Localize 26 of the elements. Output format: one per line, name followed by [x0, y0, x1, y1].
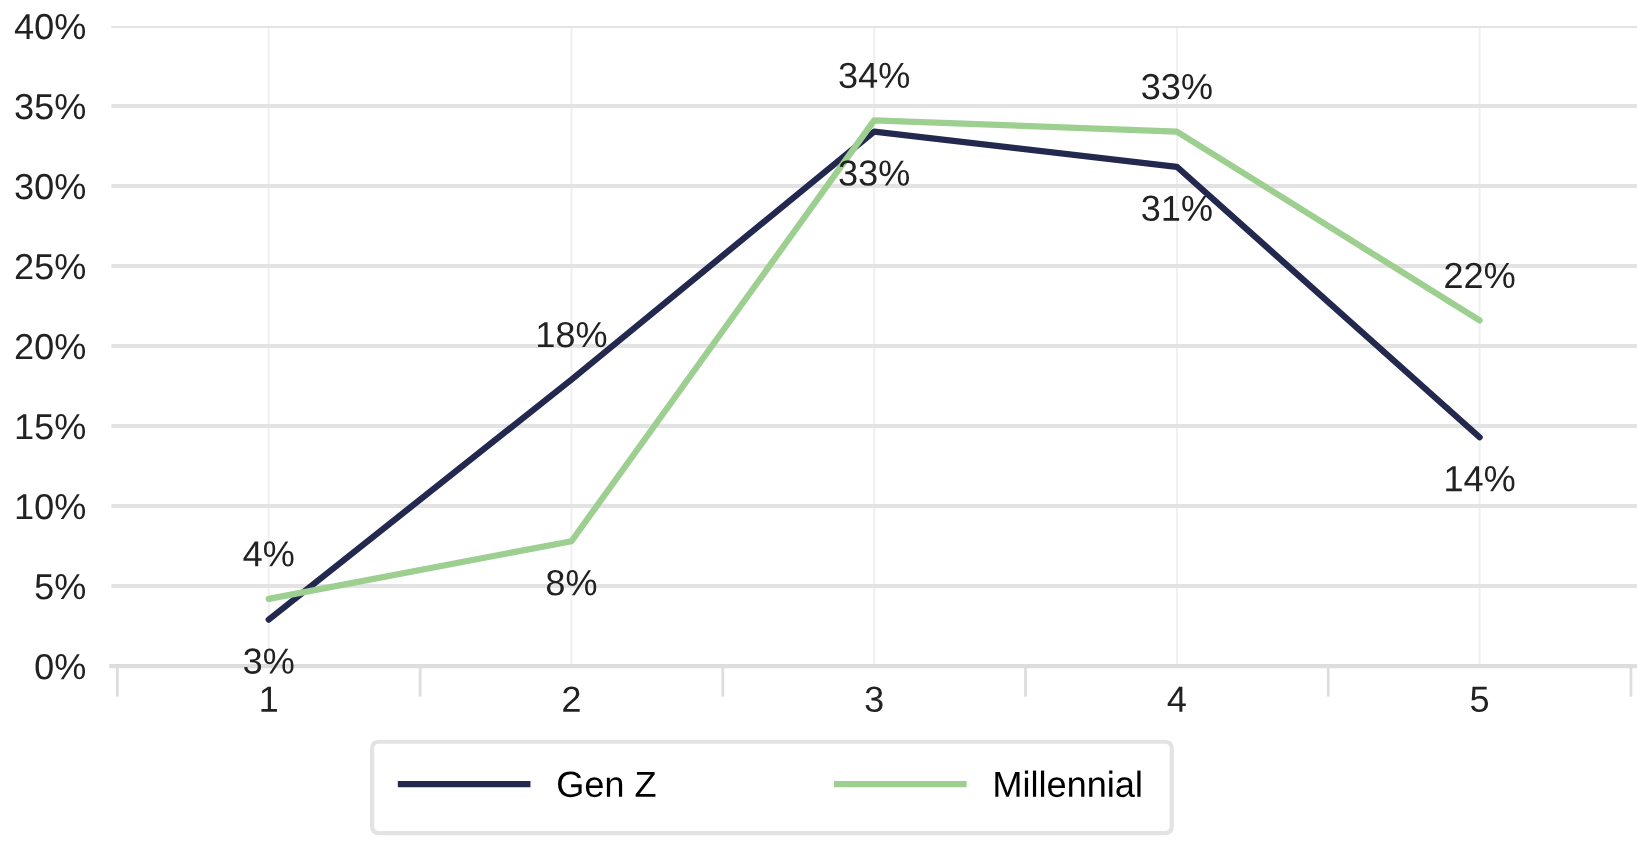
- data-label: 34%: [839, 62, 910, 89]
- data-label: 18%: [538, 321, 607, 348]
- x-tick-label: 4: [1167, 686, 1186, 712]
- x-tick-label: 5: [1470, 686, 1489, 713]
- y-tick-label: 20%: [15, 333, 86, 360]
- x-tick-label: 3: [865, 686, 883, 713]
- y-tick-label: 10%: [16, 493, 86, 520]
- y-tick-label: 15%: [16, 414, 86, 440]
- legend-label: Gen Z: [558, 771, 656, 798]
- data-label: 8%: [546, 569, 597, 596]
- y-tick-label: 25%: [15, 253, 86, 280]
- legend-label: Millennial: [995, 770, 1141, 798]
- data-label: 33%: [839, 160, 910, 186]
- data-label: 4%: [243, 541, 294, 567]
- data-label: 14%: [1446, 466, 1515, 492]
- y-tick-label: 40%: [14, 13, 86, 40]
- y-tick-label: 35%: [15, 93, 86, 120]
- data-label: 31%: [1142, 195, 1212, 222]
- data-label: 3%: [244, 648, 294, 674]
- x-tick-label: 2: [563, 686, 580, 712]
- y-tick-label: 0%: [35, 653, 86, 680]
- data-label: 22%: [1445, 262, 1515, 289]
- data-label: 33%: [1142, 73, 1212, 100]
- y-tick-label: 30%: [15, 173, 86, 200]
- y-tick-label: 5%: [35, 574, 86, 600]
- x-tick-label: 1: [261, 686, 278, 712]
